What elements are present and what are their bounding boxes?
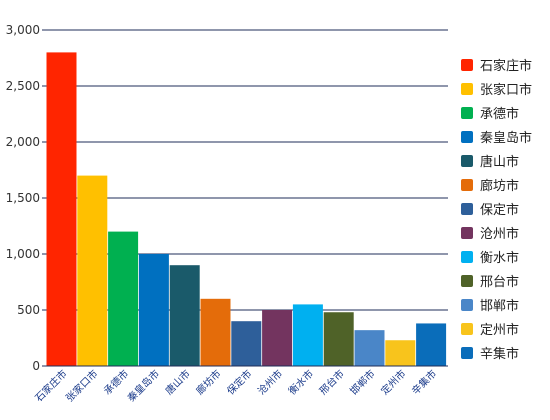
bar-13 — [416, 323, 447, 366]
legend-label: 秦皇岛市 — [480, 130, 532, 146]
y-tick-label: 500 — [17, 303, 40, 317]
x-tick-label: 唐山市 — [162, 367, 192, 397]
y-tick-label: 2,500 — [6, 79, 40, 93]
x-tick-label: 定州市 — [378, 367, 408, 397]
x-tick-label: 张家口市 — [63, 367, 100, 404]
y-axis-tick-labels: 0 500 1,000 1,500 2,000 2,500 3,000 — [6, 23, 40, 373]
bar-11 — [354, 330, 385, 366]
x-axis-category-labels: 石家庄市张家口市 承德市秦皇岛市 唐山市 廊坊市 保定市 沧州市 衡水市 邢台市 邯郸市 定州市辛… — [32, 367, 439, 404]
legend-label: 廊坊市 — [480, 178, 519, 194]
x-tick-label: 邢台市 — [316, 367, 346, 397]
legend-swatch — [461, 347, 473, 359]
legend-label: 唐山市 — [480, 154, 519, 170]
bar-6 — [200, 298, 231, 366]
legend-swatch — [461, 59, 473, 71]
y-tick-label: 0 — [32, 359, 40, 373]
legend-swatch — [461, 251, 473, 263]
legend-swatch — [461, 275, 473, 287]
bar-5 — [169, 265, 200, 366]
legend-label: 石家庄市 — [480, 58, 532, 74]
legend-swatch — [461, 155, 473, 167]
legend-label: 沧州市 — [480, 226, 519, 242]
bar-7 — [231, 321, 262, 366]
x-tick-label: 廊坊市 — [193, 367, 223, 397]
legend-label: 定州市 — [480, 322, 519, 338]
bar-3 — [108, 231, 139, 366]
legend-label: 衡水市 — [480, 250, 519, 266]
x-tick-label: 沧州市 — [255, 367, 285, 397]
bar-4 — [138, 254, 169, 366]
legend: 石家庄市张家口市承德市秦皇岛市唐山市廊坊市保定市沧州市衡水市邢台市邯郸市定州市辛… — [461, 58, 532, 362]
legend-swatch — [461, 83, 473, 95]
legend-label: 承德市 — [480, 106, 519, 122]
bar-8 — [262, 310, 293, 366]
bar-2 — [77, 175, 108, 366]
x-tick-label: 邯郸市 — [347, 367, 377, 397]
bars — [46, 52, 447, 367]
bar-12 — [385, 340, 416, 366]
bar-10 — [323, 312, 354, 366]
legend-swatch — [461, 227, 473, 239]
x-tick-label: 秦皇岛市 — [125, 367, 162, 404]
y-tick-label: 1,500 — [6, 191, 40, 205]
legend-swatch — [461, 323, 473, 335]
y-tick-label: 2,000 — [6, 135, 40, 149]
bar-9 — [292, 304, 323, 366]
x-tick-label: 承德市 — [101, 367, 131, 397]
legend-label: 辛集市 — [480, 346, 519, 362]
legend-swatch — [461, 179, 473, 191]
y-tick-label: 1,000 — [6, 247, 40, 261]
legend-swatch — [461, 131, 473, 143]
x-tick-label: 保定市 — [224, 367, 254, 397]
legend-swatch — [461, 299, 473, 311]
bar-1 — [46, 52, 77, 367]
legend-label: 保定市 — [480, 202, 519, 218]
legend-label: 张家口市 — [480, 82, 532, 98]
legend-label: 邢台市 — [480, 274, 519, 290]
x-tick-label: 辛集市 — [409, 367, 439, 397]
legend-swatch — [461, 203, 473, 215]
y-tick-label: 3,000 — [6, 23, 40, 37]
legend-swatch — [461, 107, 473, 119]
legend-label: 邯郸市 — [480, 298, 519, 314]
x-tick-label: 衡水市 — [286, 367, 316, 397]
